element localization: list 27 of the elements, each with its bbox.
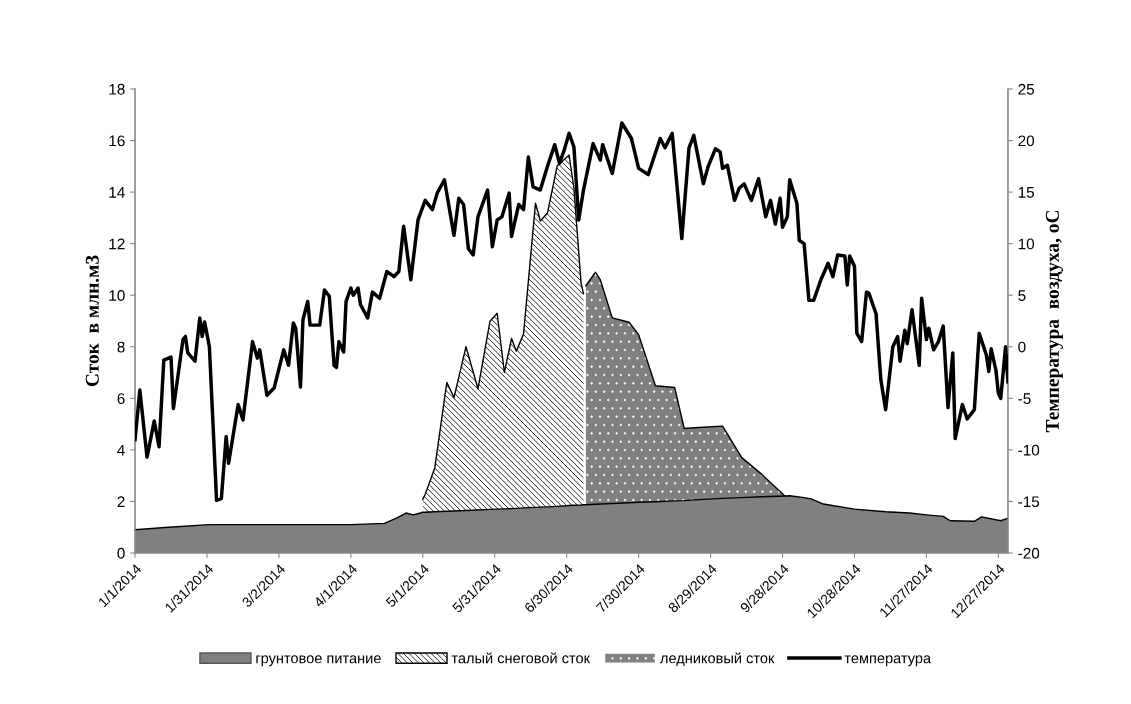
- y-tick-label: 12: [109, 238, 125, 250]
- y2-tick-label: 15: [1018, 187, 1035, 198]
- y2-tick-label: -15: [1018, 496, 1040, 508]
- y-tick-label: 4: [117, 444, 125, 456]
- y-axis-title: Сток в млн.м3: [85, 255, 99, 387]
- legend-label: грунтовое питание: [256, 655, 381, 667]
- y2-tick-label: 5: [1018, 290, 1026, 301]
- y2-tick-label: -10: [1018, 444, 1040, 456]
- legend-label: ледниковый сток: [660, 652, 775, 667]
- y-tick-label: 14: [109, 187, 125, 198]
- y2-tick-label: 25: [1018, 83, 1035, 95]
- y2-tick-label: 20: [1018, 135, 1035, 147]
- y-tick-label: 10: [109, 290, 125, 301]
- y-tick-label: 2: [117, 496, 125, 507]
- y2-tick-label: 0: [1018, 341, 1026, 353]
- y-tick-label: 18: [109, 83, 125, 95]
- legend-label: температура: [844, 655, 932, 667]
- y-tick-label: 6: [117, 393, 125, 405]
- y-tick-label: 16: [109, 135, 125, 147]
- y2-axis-title: Температура воздуха, оС: [1045, 210, 1063, 433]
- y2-tick-label: 10: [1018, 238, 1035, 250]
- line-series: [135, 121, 1008, 503]
- y2-tick-label: -5: [1018, 393, 1031, 405]
- legend-label: талый снеговой сток: [451, 652, 591, 664]
- y-tick-label: 0: [117, 547, 125, 559]
- y2-tick-label: -20: [1018, 547, 1040, 559]
- y-tick-label: 8: [117, 341, 125, 353]
